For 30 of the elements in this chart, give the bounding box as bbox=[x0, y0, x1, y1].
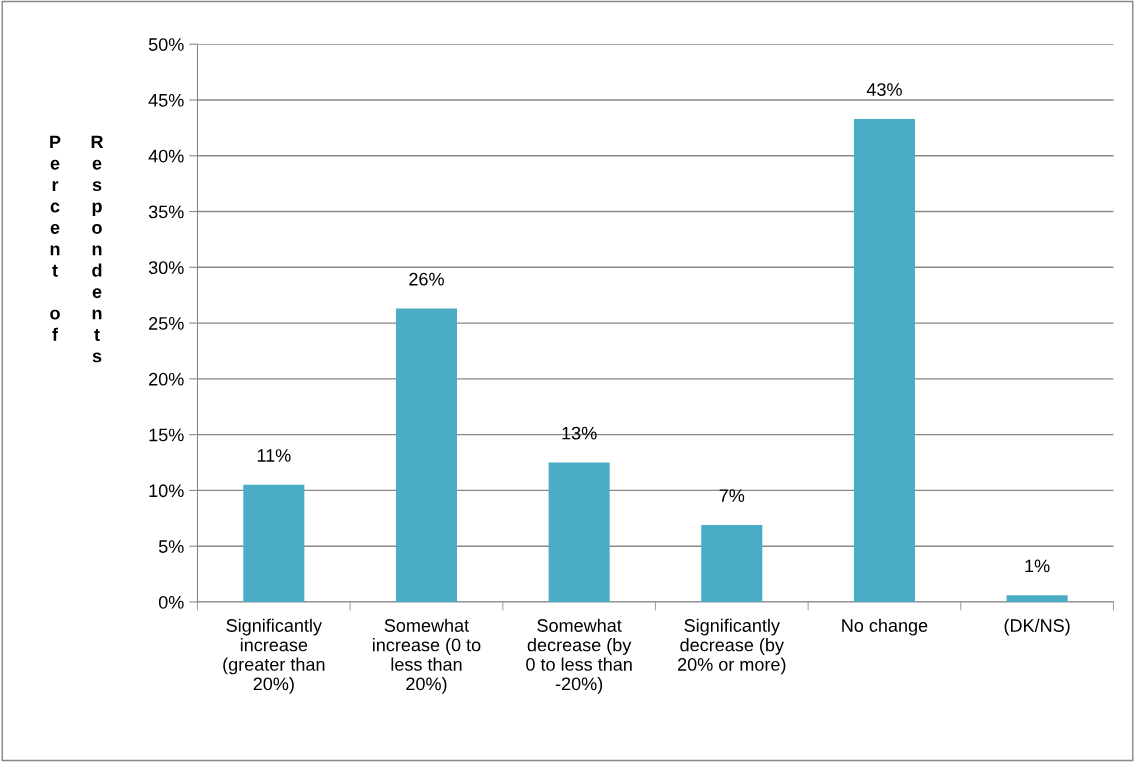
x-tick-label: Somewhat increase (0 to less than 20%) bbox=[372, 618, 481, 694]
data-label: 1% bbox=[1025, 559, 1050, 573]
x-tick-label: No change bbox=[842, 618, 928, 636]
bar bbox=[1006, 595, 1068, 602]
data-label: 7% bbox=[719, 489, 745, 502]
bar bbox=[243, 484, 305, 602]
y-tick-label: 45% bbox=[148, 93, 184, 107]
bar bbox=[548, 462, 610, 602]
y-tick-label: 0% bbox=[158, 595, 184, 609]
y-tick-label: 30% bbox=[148, 261, 184, 275]
y-tick-label: 35% bbox=[148, 205, 184, 219]
x-tick-label: (DK/NS) bbox=[1004, 618, 1070, 636]
bar bbox=[701, 525, 763, 602]
y-tick-label: 40% bbox=[148, 149, 184, 163]
text: Percent of Respondents bbox=[50, 135, 104, 363]
y-tick-label: 50% bbox=[148, 38, 184, 51]
y-tick-label: 20% bbox=[149, 372, 184, 386]
y-tick-label: 5% bbox=[158, 540, 184, 553]
y-tick-label: 25% bbox=[149, 317, 184, 330]
data-label: 26% bbox=[409, 272, 444, 286]
data-label: 11% bbox=[257, 449, 291, 462]
x-tick-label: Somewhat decrease (by 0 to less than -20%) bbox=[526, 618, 632, 694]
x-tick-label: Significantly decrease (by 20% or more) bbox=[678, 618, 786, 675]
x-tick-label: Significantly increase (greater than 20%) bbox=[223, 618, 325, 694]
bar bbox=[395, 308, 458, 602]
data-label: 43% bbox=[866, 83, 902, 96]
bar bbox=[853, 118, 915, 602]
y-tick-label: 10% bbox=[149, 484, 184, 498]
data-label: 13% bbox=[562, 426, 597, 440]
y-tick-label: 15% bbox=[149, 428, 184, 442]
